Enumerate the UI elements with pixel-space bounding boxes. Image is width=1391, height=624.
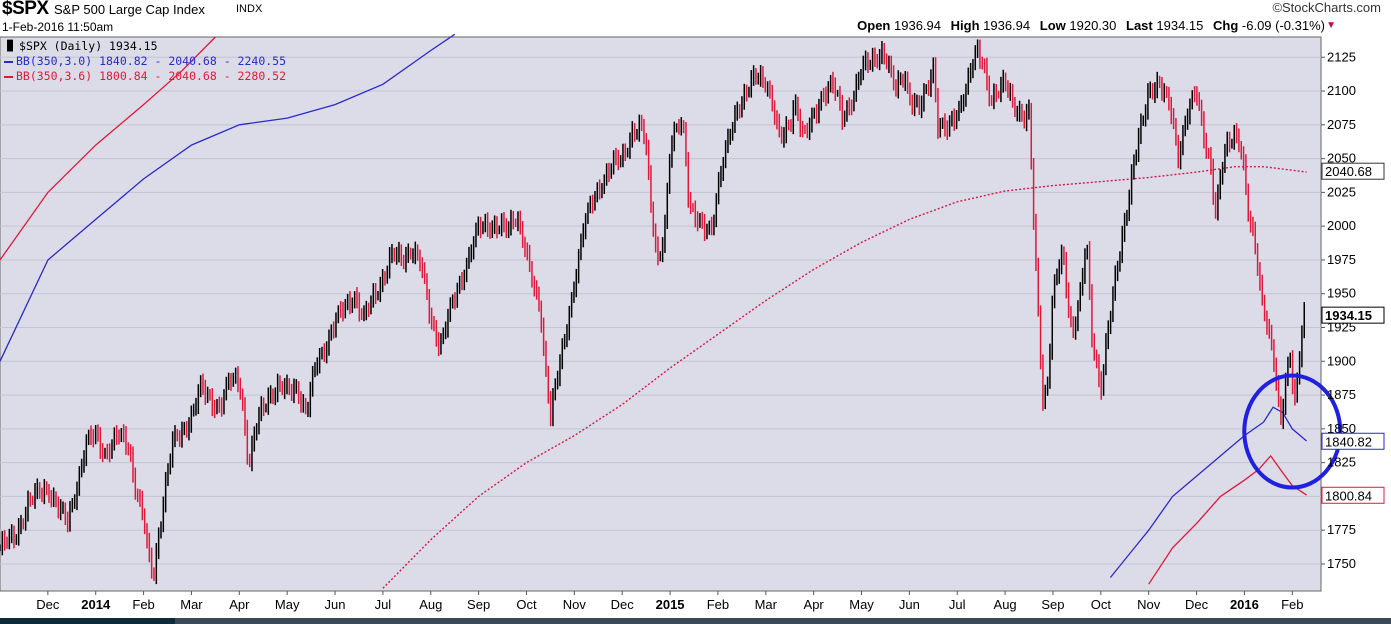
- legend-bb30-label: BB(350,3.0) 1840.82 - 2040.68 - 2240.55: [16, 54, 287, 68]
- y-tick-label: 2100: [1327, 83, 1356, 98]
- x-tick-label: Jul: [949, 597, 966, 612]
- legend-price-label: $SPX (Daily) 1934.15: [19, 39, 158, 53]
- x-tick-label: Oct: [1091, 597, 1112, 612]
- symbol-title: $SPX: [2, 0, 49, 19]
- y-tick-label: 1850: [1327, 421, 1356, 436]
- x-tick-label: Aug: [419, 597, 442, 612]
- value-label-text: 2040.68: [1325, 164, 1372, 179]
- value-label-text: 1840.82: [1325, 434, 1372, 449]
- y-tick-label: 2050: [1327, 151, 1356, 166]
- open-value: 1936.94: [894, 18, 941, 33]
- value-label-box: [1321, 306, 1385, 324]
- low-label: Low: [1039, 18, 1066, 33]
- y-tick-label: 2000: [1327, 218, 1356, 233]
- value-label-box: [1321, 162, 1385, 180]
- y-tick-label: 2125: [1327, 49, 1356, 64]
- last-value: 1934.15: [1156, 18, 1204, 33]
- value-label-box: [1321, 486, 1385, 504]
- x-tick-label: May: [849, 597, 874, 612]
- chg-value: -6.09 (-0.31%): [1241, 18, 1325, 33]
- legend-bb36-label: BB(350,3.6) 1800.84 - 2040.68 - 2280.52: [16, 69, 287, 83]
- plot-area: [0, 36, 1322, 592]
- y-tick-label: 2075: [1327, 117, 1356, 132]
- chart-datetime: 1-Feb-2016 11:50am: [2, 20, 114, 34]
- candlestick-icon: ▐▌: [4, 41, 17, 52]
- value-label-1934-15: 1934.15: [1321, 306, 1385, 324]
- down-arrow-icon: ▼: [1326, 20, 1336, 31]
- y-tick-label: 1975: [1327, 252, 1356, 267]
- bb36-upper-line: [0, 36, 216, 261]
- bb30-swatch-icon: [4, 60, 13, 63]
- bb30-upper-line: [0, 33, 456, 362]
- x-tick-label: Apr: [229, 597, 250, 612]
- x-tick-label: Feb: [132, 597, 154, 612]
- x-tick-label: Jun: [325, 597, 346, 612]
- x-tick-label: Dec: [1185, 597, 1209, 612]
- bottom-bar: [0, 618, 1391, 624]
- chart-header: $SPX S&P 500 Large Cap Index INDX 1-Feb-…: [0, 0, 1391, 36]
- x-tick-label: Dec: [611, 597, 635, 612]
- x-tick-label: Nov: [563, 597, 587, 612]
- legend-price: ▐▌ $SPX (Daily) 1934.15: [4, 39, 286, 54]
- x-tick-label: Aug: [994, 597, 1017, 612]
- bb-middle-line: [382, 166, 1307, 589]
- y-tick-label: 1875: [1327, 387, 1356, 402]
- high-label: High: [950, 18, 980, 33]
- y-tick-label: 2025: [1327, 184, 1356, 199]
- bb36-lower-line: [1148, 454, 1307, 585]
- x-tick-label: 2014: [81, 597, 111, 612]
- legend-bb30: BB(350,3.0) 1840.82 - 2040.68 - 2240.55: [4, 54, 286, 69]
- high-value: 1936.94: [983, 18, 1031, 33]
- stockcharts-credit[interactable]: ©StockCharts.com: [1272, 0, 1381, 15]
- x-tick-label: Mar: [755, 597, 778, 612]
- y-tick-label: 1825: [1327, 455, 1356, 470]
- x-tick-label: 2015: [656, 597, 685, 612]
- value-label-2040-68: 2040.68: [1321, 162, 1385, 180]
- x-tick-label: Feb: [1281, 597, 1303, 612]
- x-tick-label: Mar: [180, 597, 203, 612]
- x-tick-label: Apr: [804, 597, 825, 612]
- x-tick-label: Jul: [375, 597, 392, 612]
- x-tick-label: May: [275, 597, 300, 612]
- y-tick-label: 1900: [1327, 353, 1356, 368]
- ohlc-summary: Open 1936.94 High 1936.94 Low 1920.30 La…: [851, 18, 1325, 33]
- x-tick-label: Nov: [1137, 597, 1161, 612]
- x-tick-label: Sep: [1041, 597, 1064, 612]
- chg-label: Chg: [1213, 18, 1239, 33]
- last-label: Last: [1126, 18, 1153, 33]
- value-label-1800-84: 1800.84: [1321, 486, 1385, 504]
- x-tick-label: Feb: [707, 597, 729, 612]
- y-tick-label: 1775: [1327, 522, 1356, 537]
- x-tick-label: 2016: [1230, 597, 1259, 612]
- bb36-swatch-icon: [4, 75, 13, 78]
- exchange-label: INDX: [236, 3, 263, 15]
- value-label-text: 1800.84: [1325, 488, 1372, 503]
- open-label: Open: [857, 18, 891, 33]
- x-tick-label: Oct: [516, 597, 537, 612]
- value-label-1840-82: 1840.82: [1321, 432, 1385, 450]
- x-tick-label: Jun: [899, 597, 920, 612]
- x-tick-label: Sep: [467, 597, 490, 612]
- chart-legend: ▐▌ $SPX (Daily) 1934.15 BB(350,3.0) 1840…: [4, 39, 286, 84]
- y-tick-label: 1950: [1327, 286, 1356, 301]
- annotation-circle: [1242, 373, 1343, 490]
- x-tick-label: Dec: [36, 597, 60, 612]
- value-label-box: [1321, 432, 1385, 450]
- y-tick-label: 1750: [1327, 556, 1356, 571]
- value-label-text: 1934.15: [1325, 308, 1372, 323]
- low-value: 1920.30: [1069, 18, 1117, 33]
- security-name: S&P 500 Large Cap Index: [54, 2, 205, 17]
- legend-bb36: BB(350,3.6) 1800.84 - 2040.68 - 2280.52: [4, 69, 286, 84]
